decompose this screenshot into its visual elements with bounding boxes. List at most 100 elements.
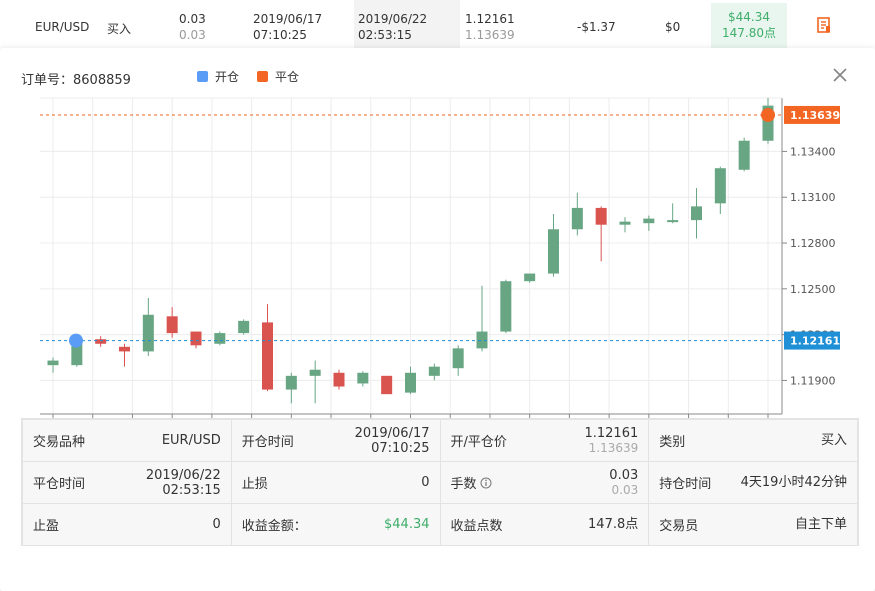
info-label: 收益点数 [450, 519, 503, 534]
legend-close-swatch [257, 71, 268, 82]
candle-body [309, 369, 321, 376]
order-number-value: 8608859 [73, 73, 131, 88]
candle-body [71, 342, 83, 366]
candle-body [691, 206, 702, 221]
candle-body [667, 220, 679, 223]
candle-body [285, 375, 297, 390]
info-label: 收益金额： [241, 519, 307, 534]
info-cell: 收益金额： $44.34 [230, 503, 441, 546]
info-icon[interactable] [480, 477, 492, 489]
close-marker [761, 107, 775, 122]
row-side: 买入 [107, 22, 132, 36]
close-price-tag-label: 1.13639 [790, 109, 840, 122]
row-open-date: 2019/06/17 [253, 12, 323, 26]
info-value: 4天19小时42分钟 [740, 475, 847, 490]
info-value: 0 [421, 475, 430, 490]
candle-body [452, 348, 464, 369]
info-cell: 止盈 0 [22, 503, 232, 546]
row-profit-cell: $44.34 147.80点 [711, 3, 787, 49]
details-document-icon[interactable] [816, 17, 832, 33]
legend-close: 平仓 [257, 68, 299, 85]
candlestick-chart: 01:0009:0017:0001:0009:0017:0001:0009:00… [37, 97, 840, 437]
open-price-tag [784, 331, 840, 350]
candle-body [595, 207, 607, 225]
info-label: 类别 [659, 435, 686, 450]
info-label: 止损 [241, 477, 268, 492]
info-label: 开仓时间 [241, 435, 294, 450]
row-profit: $44.34 [728, 10, 770, 24]
info-label: 交易品种 [33, 435, 86, 450]
legend-close-label: 平仓 [275, 70, 300, 84]
info-cell: 手数 0.03 0.03 [439, 461, 650, 504]
info-cell: 收益点数 147.8点 [439, 503, 650, 546]
info-row: 平仓时间 2019/06/22 02:53:15 止损 0 手数 0.03 0.03 持仓时间 4… [22, 461, 858, 504]
candle-body [262, 322, 273, 390]
candle-body [381, 375, 393, 395]
candle-body [524, 273, 536, 282]
order-info-table: 交易品种 EUR/USD 开仓时间 2019/06/17 07:10:25 开/平仓价 1.… [21, 418, 859, 546]
row-price-sub: 1.13639 [465, 28, 515, 42]
candle-body [142, 314, 154, 352]
info-label: 止盈 [33, 519, 60, 534]
order-detail-dialog: 订单号：8608859 开仓 平仓 01:0009:0017:0001:0009… [0, 48, 875, 591]
row-close-time: 02:53:15 [358, 28, 412, 42]
info-value: $44.34 [384, 517, 430, 532]
row-price: 1.12161 [465, 12, 515, 26]
y-tick-label: 1.11900 [790, 374, 836, 387]
candle-body [619, 221, 631, 225]
candle-body [428, 366, 440, 376]
info-value: 买入 [820, 433, 847, 448]
info-cell: 止损 0 [230, 461, 441, 504]
info-value: EUR/USD [161, 433, 221, 448]
candle-body [714, 168, 726, 204]
close-price-tag [784, 105, 840, 124]
info-value: 2019/06/22 02:53:15 [145, 467, 221, 498]
candle-body [738, 140, 750, 170]
row-symbol: EUR/USD [35, 20, 90, 34]
info-label: 手数 [450, 477, 477, 492]
legend-open-swatch [197, 71, 208, 82]
info-value: 147.8点 [588, 517, 639, 532]
candle-body [548, 229, 559, 274]
info-cell: 开/平仓价 1.12161 1.13639 [439, 419, 650, 462]
row-swap: -$1.37 [577, 20, 616, 34]
y-tick-label: 1.12800 [790, 237, 836, 250]
info-cell: 类别 买入 [648, 419, 858, 462]
row-close-date: 2019/06/22 [358, 12, 428, 26]
order-number: 订单号：8608859 [21, 69, 131, 88]
info-cell: 交易品种 EUR/USD [22, 419, 232, 462]
candle-body [47, 360, 59, 366]
legend-open-label: 开仓 [215, 70, 240, 84]
info-label: 开/平仓价 [450, 435, 507, 450]
open-price-tag-label: 1.12161 [790, 335, 840, 348]
trade-row[interactable]: EUR/USD 买入 0.03 0.03 2019/06/17 07:10:25… [0, 0, 875, 52]
candle-body [119, 346, 130, 352]
row-open-time: 07:10:25 [253, 28, 307, 42]
info-value: 0 [212, 517, 221, 532]
y-tick-label: 1.12500 [790, 283, 836, 296]
order-label: 订单号： [21, 73, 74, 88]
candle-body [476, 331, 488, 349]
candle-body [333, 372, 345, 387]
info-value: 2019/06/17 07:10:25 [354, 425, 430, 456]
open-marker [69, 333, 83, 348]
close-icon[interactable] [831, 66, 849, 84]
legend-open: 开仓 [197, 68, 239, 85]
info-cell: 交易员 自主下单 [648, 503, 858, 546]
y-tick-label: 1.13400 [790, 145, 836, 158]
candle-body [238, 320, 250, 334]
info-cell: 持仓时间 4天19小时42分钟 [648, 461, 858, 504]
candle-body [500, 281, 512, 332]
info-row: 止盈 0 收益金额： $44.34 收益点数 147.8点 交易员 自主下单 [22, 503, 858, 546]
row-highlight [354, 0, 460, 52]
info-label: 交易员 [659, 519, 699, 534]
info-cell: 开仓时间 2019/06/17 07:10:25 [230, 419, 441, 462]
candle-body [643, 218, 655, 224]
info-cell: 平仓时间 2019/06/22 02:53:15 [22, 461, 232, 504]
row-commission: $0 [665, 20, 681, 34]
row-points: 147.80点 [722, 26, 776, 40]
candle-body [95, 339, 107, 344]
candle-body [405, 372, 416, 393]
y-tick-label: 1.13100 [790, 191, 836, 204]
candle-body [190, 331, 202, 346]
